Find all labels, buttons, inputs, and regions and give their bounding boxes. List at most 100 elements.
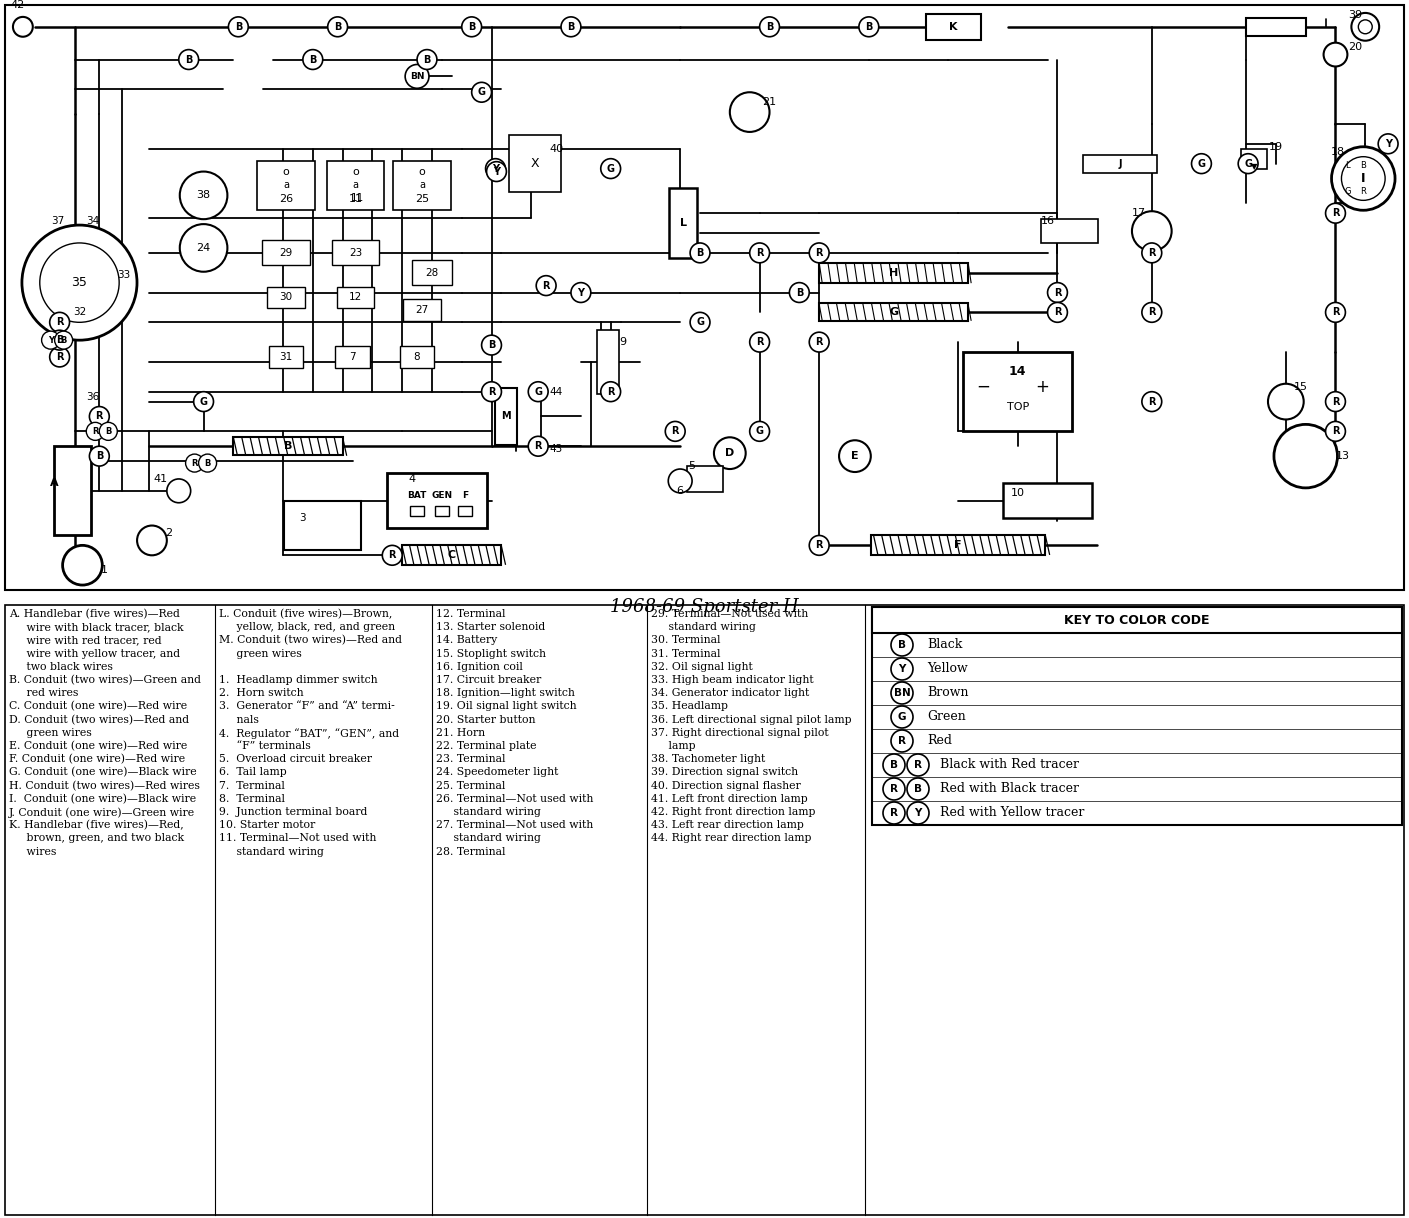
Text: “F” terminals: “F” terminals (218, 741, 311, 752)
Text: 19: 19 (1270, 141, 1284, 152)
Bar (54, 446, 92, 536)
Text: green wires: green wires (8, 728, 92, 738)
Circle shape (750, 333, 769, 352)
Circle shape (49, 330, 69, 350)
Text: R: R (542, 280, 550, 291)
Text: G: G (1244, 158, 1253, 168)
Bar (268, 286, 304, 308)
Text: wires: wires (8, 847, 56, 856)
Text: B: B (568, 22, 575, 32)
Circle shape (1326, 392, 1346, 412)
Circle shape (89, 407, 110, 426)
Text: BAT: BAT (407, 491, 427, 501)
Bar (1003, 484, 1092, 518)
Text: 35: 35 (72, 276, 87, 289)
Text: GEN: GEN (431, 491, 452, 501)
Text: 34: 34 (86, 216, 99, 227)
Text: I: I (1361, 172, 1365, 185)
Text: Red with Black tracer: Red with Black tracer (940, 782, 1079, 795)
Text: 10: 10 (1010, 488, 1024, 498)
Text: B: B (283, 441, 292, 451)
Text: L: L (1346, 161, 1350, 171)
Bar (6, 605, 1403, 1216)
Text: R: R (1332, 307, 1339, 318)
Text: Red with Yellow tracer: Red with Yellow tracer (940, 806, 1085, 820)
Text: Y: Y (48, 336, 54, 345)
Text: G: G (755, 426, 764, 436)
Text: 42: 42 (10, 0, 24, 10)
Circle shape (1047, 283, 1068, 302)
Text: 23. Terminal: 23. Terminal (435, 754, 506, 764)
Circle shape (1131, 211, 1172, 251)
Circle shape (166, 479, 190, 503)
Bar (669, 189, 697, 258)
Text: 39. Direction signal switch: 39. Direction signal switch (651, 767, 797, 777)
Text: yellow, black, red, and green: yellow, black, red, and green (218, 622, 395, 632)
Circle shape (482, 335, 502, 354)
Circle shape (750, 421, 769, 441)
Text: a: a (418, 180, 426, 190)
Bar (411, 261, 452, 285)
Bar (435, 505, 449, 515)
Text: K. Handlebar (five wires)—Red,: K. Handlebar (five wires)—Red, (8, 820, 183, 831)
Circle shape (1326, 421, 1346, 441)
Text: R: R (890, 784, 898, 794)
Circle shape (809, 333, 828, 352)
Bar (1241, 149, 1267, 168)
Text: two black wires: two black wires (8, 661, 113, 672)
Bar (871, 536, 1045, 555)
Text: red wires: red wires (8, 688, 79, 698)
Bar (819, 303, 968, 322)
Text: B: B (96, 451, 103, 462)
Text: 37: 37 (51, 216, 65, 227)
Circle shape (228, 17, 248, 37)
Circle shape (1192, 153, 1212, 174)
Text: R: R (56, 317, 63, 328)
Circle shape (486, 162, 506, 181)
Text: J. Conduit (one wire)—Green wire: J. Conduit (one wire)—Green wire (8, 808, 194, 817)
Text: H. Conduit (two wires)—Red wires: H. Conduit (two wires)—Red wires (8, 781, 200, 790)
Text: 16. Ignition coil: 16. Ignition coil (435, 661, 523, 672)
Circle shape (303, 50, 323, 69)
Bar (234, 437, 342, 456)
Text: 11: 11 (348, 195, 362, 205)
Bar (510, 135, 561, 192)
Text: B. Conduit (two wires)—Green and: B. Conduit (two wires)—Green and (8, 675, 201, 686)
Text: 31. Terminal: 31. Terminal (651, 649, 720, 659)
Circle shape (714, 437, 745, 469)
Text: o: o (352, 167, 359, 177)
Text: 29: 29 (279, 248, 293, 258)
Text: B: B (1360, 161, 1367, 171)
Text: TOP: TOP (1006, 402, 1029, 412)
Bar (496, 387, 517, 446)
Text: G: G (1198, 158, 1206, 168)
Text: R: R (755, 248, 764, 258)
Bar (6, 5, 1403, 590)
Text: 1.  Headlamp dimmer switch: 1. Headlamp dimmer switch (218, 675, 378, 685)
Circle shape (690, 312, 710, 333)
Text: R: R (1148, 248, 1155, 258)
Text: C: C (448, 551, 457, 560)
Text: Y: Y (578, 287, 585, 297)
Text: 33: 33 (117, 269, 131, 280)
Text: R: R (672, 426, 679, 436)
Circle shape (13, 17, 32, 37)
Text: Y: Y (899, 664, 906, 674)
Bar (597, 330, 619, 395)
Circle shape (462, 17, 482, 37)
Circle shape (39, 242, 120, 323)
Text: R: R (890, 808, 898, 818)
Text: A: A (51, 477, 59, 488)
Text: B: B (865, 22, 872, 32)
Text: G: G (889, 307, 898, 318)
Text: a: a (283, 180, 289, 190)
Text: o: o (418, 167, 426, 177)
Text: G: G (534, 386, 542, 397)
Text: R: R (1360, 186, 1367, 196)
Text: 23: 23 (349, 248, 362, 258)
Bar (1246, 18, 1306, 35)
Text: K: K (950, 22, 958, 32)
Text: B: B (235, 22, 242, 32)
Text: R: R (816, 248, 823, 258)
Text: 13: 13 (1336, 451, 1350, 462)
